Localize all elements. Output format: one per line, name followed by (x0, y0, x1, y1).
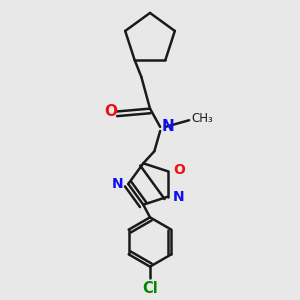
Text: Cl: Cl (142, 281, 158, 296)
Text: N: N (173, 190, 184, 204)
Text: O: O (173, 163, 185, 177)
Text: N: N (111, 177, 123, 191)
Text: O: O (104, 104, 117, 119)
Text: CH₃: CH₃ (191, 112, 213, 125)
Text: N: N (162, 119, 175, 134)
